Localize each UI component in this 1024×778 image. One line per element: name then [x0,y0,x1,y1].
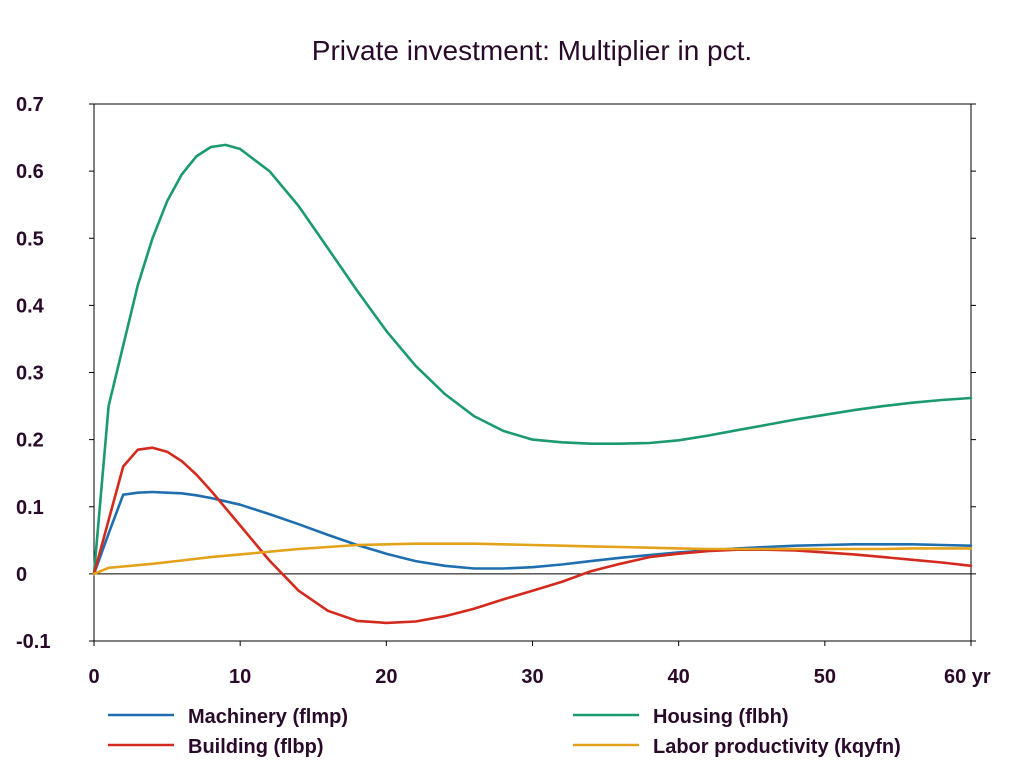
y-tick-label: 0.5 [16,228,44,250]
y-tick-label: 0.6 [16,161,44,183]
y-tick-label: 0.4 [16,295,45,317]
x-tick-label: 50 [814,666,836,688]
x-axis: 0 10 20 30 40 50 60 yr [88,641,991,688]
series-line-building-flbp [92,446,973,625]
y-tick-label: 0 [16,564,27,586]
x-tick-label: 0 [88,666,99,688]
series-lines [92,143,973,625]
y-tick-label: 0.3 [16,363,44,385]
plot-area-frame [93,103,972,642]
legend-label-labor-productivity-kqyfn: Labor productivity (kqyfn) [653,736,901,758]
x-tick-label: 20 [375,666,397,688]
x-tick-label: 40 [668,666,690,688]
y-tick-label: -0.1 [16,631,50,653]
y-tick-label: 0.7 [16,94,44,116]
x-tick-label: 10 [229,666,251,688]
y-axis: -0.1 0 0.1 0.2 0.3 0.4 0.5 0.6 0.7 [16,94,976,653]
series-line-machinery-flmp [92,490,973,576]
x-tick-label: 60 yr [944,666,991,688]
series-line-labor-productivity-kqyfn [92,542,973,576]
chart-title: Private investment: Multiplier in pct. [312,35,752,66]
legend-label-building-flbp: Building (flbp) [188,736,324,758]
y-tick-label: 0.2 [16,430,44,452]
legend-label-machinery-flmp: Machinery (flmp) [188,706,348,728]
legend-label-housing-flbh: Housing (flbh) [653,706,789,728]
legend: Machinery (flmp) Building (flbp) Housing (… [108,706,901,758]
y-tick-label: 0.1 [16,497,44,519]
x-tick-label: 30 [521,666,543,688]
series-line-housing-flbh [92,143,973,576]
